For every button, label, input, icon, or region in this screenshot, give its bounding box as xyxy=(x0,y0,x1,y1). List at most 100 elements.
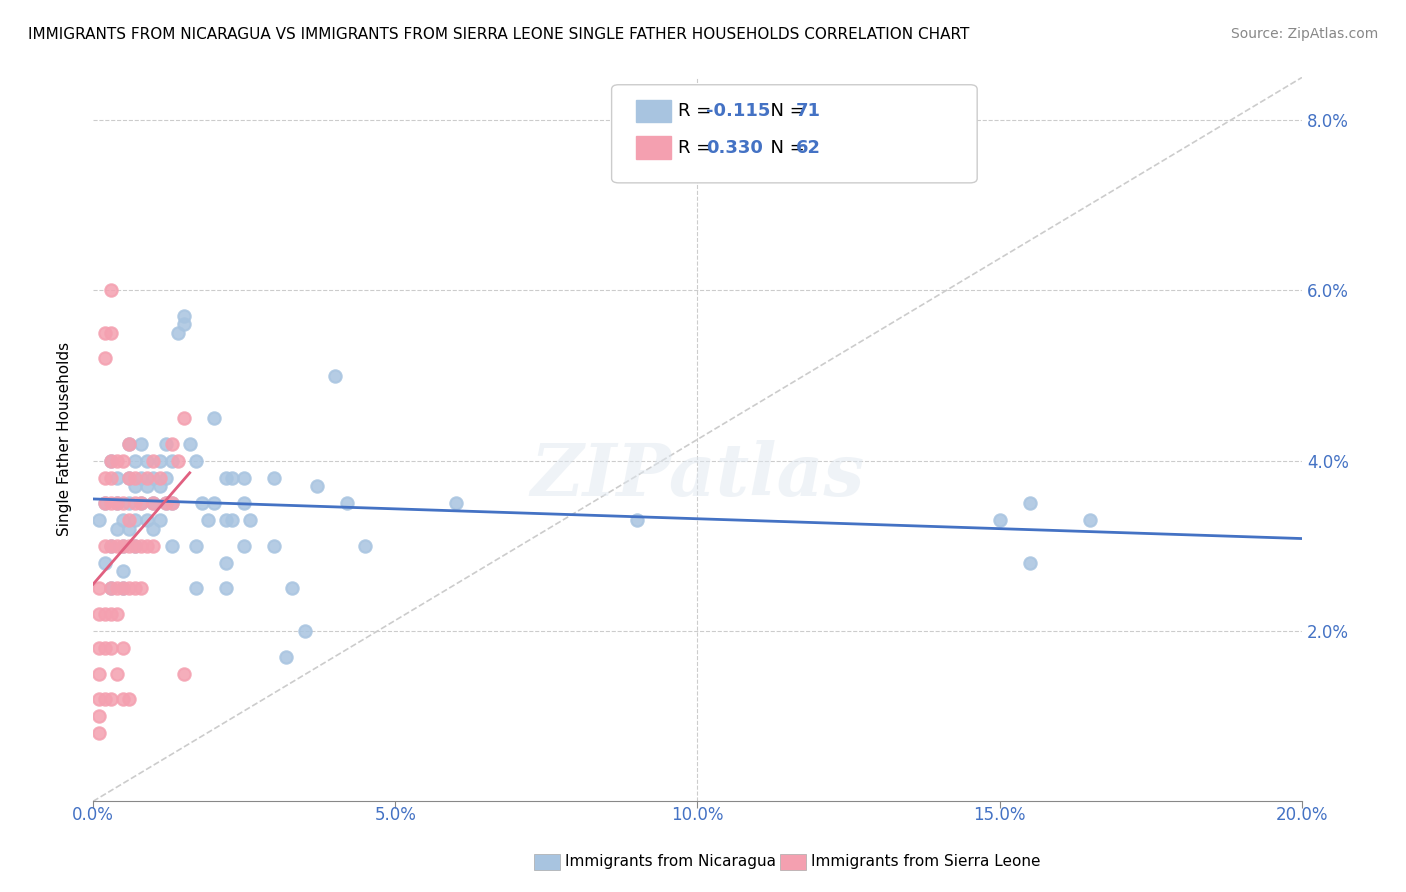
Point xyxy=(305,479,328,493)
Point xyxy=(118,539,141,553)
Point xyxy=(124,582,146,596)
Point xyxy=(444,496,467,510)
Point xyxy=(155,471,177,485)
Text: 10.0%: 10.0% xyxy=(671,805,724,823)
Point xyxy=(112,582,135,596)
Point xyxy=(105,471,128,485)
Point xyxy=(215,582,238,596)
Point xyxy=(276,649,298,664)
Point xyxy=(87,607,110,621)
Point xyxy=(100,284,122,298)
Point xyxy=(988,513,1011,527)
Point xyxy=(1019,556,1042,570)
Point xyxy=(112,641,135,656)
Point xyxy=(118,496,141,510)
Text: 62: 62 xyxy=(796,139,821,157)
Point xyxy=(1019,496,1042,510)
Point xyxy=(124,513,146,527)
Point xyxy=(215,471,238,485)
Text: -0.115: -0.115 xyxy=(706,102,770,120)
Point xyxy=(124,539,146,553)
Point xyxy=(105,666,128,681)
Point xyxy=(155,496,177,510)
Point xyxy=(221,471,243,485)
Point xyxy=(148,479,170,493)
Point xyxy=(323,368,346,383)
Point xyxy=(215,513,238,527)
Point xyxy=(148,453,170,467)
Text: Immigrants from Sierra Leone: Immigrants from Sierra Leone xyxy=(811,855,1040,869)
Text: R =: R = xyxy=(678,139,717,157)
Point xyxy=(136,513,159,527)
Point xyxy=(112,513,135,527)
Point xyxy=(155,496,177,510)
Point xyxy=(142,496,165,510)
Point xyxy=(112,582,135,596)
Point xyxy=(124,471,146,485)
Point xyxy=(87,726,110,740)
Point xyxy=(626,513,648,527)
Point xyxy=(105,607,128,621)
Point xyxy=(112,539,135,553)
Point xyxy=(112,496,135,510)
Point xyxy=(124,453,146,467)
Point xyxy=(100,453,122,467)
Point xyxy=(179,436,201,450)
Point xyxy=(160,496,183,510)
Point xyxy=(94,607,117,621)
Point xyxy=(166,326,188,340)
Point xyxy=(155,436,177,450)
Point xyxy=(148,471,170,485)
Point xyxy=(94,326,117,340)
Point xyxy=(118,436,141,450)
Point xyxy=(160,453,183,467)
Point xyxy=(148,513,170,527)
Text: R =: R = xyxy=(678,102,717,120)
Point xyxy=(87,641,110,656)
Point xyxy=(100,692,122,706)
Point xyxy=(100,326,122,340)
Point xyxy=(100,471,122,485)
Point xyxy=(294,624,316,638)
Point xyxy=(100,496,122,510)
Point xyxy=(100,582,122,596)
Point xyxy=(105,496,128,510)
Point xyxy=(105,539,128,553)
Point xyxy=(215,556,238,570)
Text: Source: ZipAtlas.com: Source: ZipAtlas.com xyxy=(1230,27,1378,41)
Point xyxy=(191,496,214,510)
Point xyxy=(94,496,117,510)
Point xyxy=(94,351,117,366)
Point xyxy=(160,496,183,510)
Point xyxy=(197,513,219,527)
Point xyxy=(105,582,128,596)
Point xyxy=(87,666,110,681)
Text: N =: N = xyxy=(759,102,811,120)
Point xyxy=(142,522,165,536)
Text: 71: 71 xyxy=(796,102,821,120)
Point xyxy=(233,539,256,553)
Point xyxy=(94,496,117,510)
Point xyxy=(239,513,262,527)
Point xyxy=(124,496,146,510)
Point xyxy=(142,496,165,510)
Point xyxy=(100,453,122,467)
Point xyxy=(131,539,153,553)
Point xyxy=(118,436,141,450)
Point xyxy=(263,471,285,485)
Point xyxy=(112,565,135,579)
Point xyxy=(118,513,141,527)
Text: Immigrants from Nicaragua: Immigrants from Nicaragua xyxy=(565,855,776,869)
Point xyxy=(160,539,183,553)
Point xyxy=(87,692,110,706)
Point xyxy=(173,666,195,681)
Text: 20.0%: 20.0% xyxy=(1275,805,1329,823)
Point xyxy=(202,411,225,425)
Text: 0.0%: 0.0% xyxy=(72,805,114,823)
Point xyxy=(112,539,135,553)
Point xyxy=(100,641,122,656)
Point xyxy=(94,471,117,485)
Point xyxy=(173,318,195,332)
Point xyxy=(281,582,304,596)
Point xyxy=(142,453,165,467)
